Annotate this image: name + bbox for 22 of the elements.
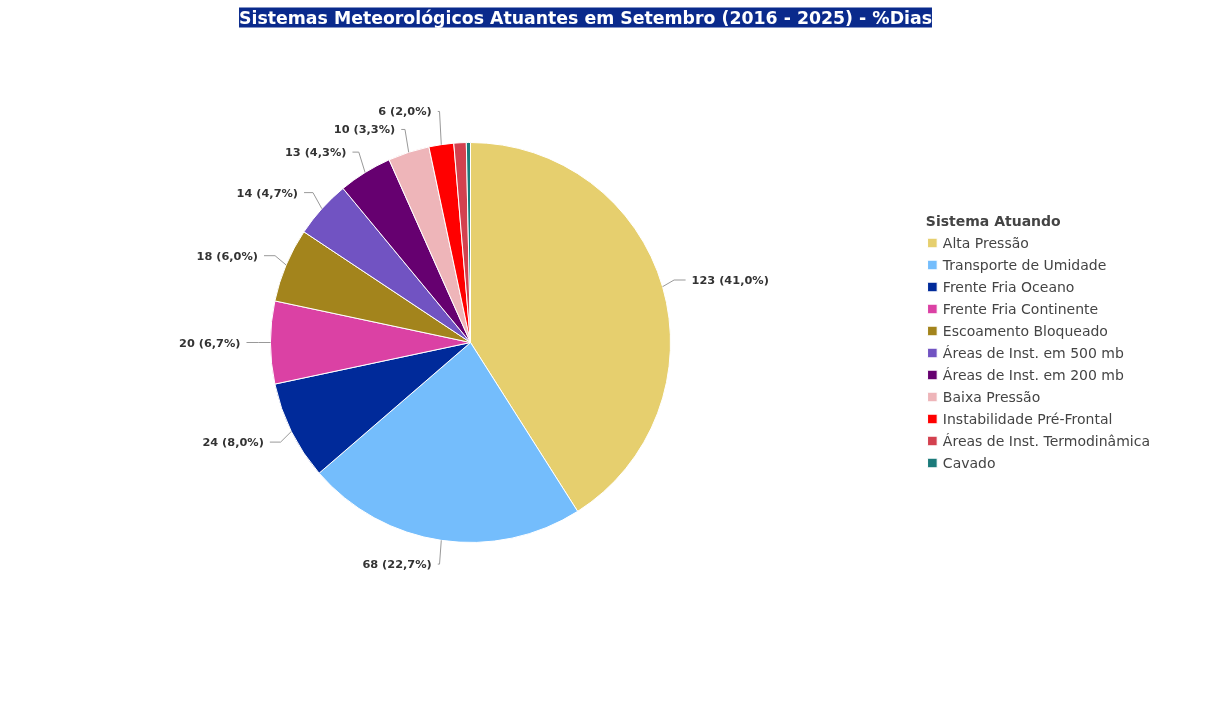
legend-label: Alta Pressão <box>942 233 1029 252</box>
data-label: 20 (6,7%) <box>179 335 241 350</box>
legend-label: Frente Fria Continente <box>942 299 1099 318</box>
legend-label: Áreas de Inst. em 200 mb <box>942 365 1124 384</box>
legend-title: Sistema Atuando <box>925 212 1062 229</box>
data-label: 68 (22,7%) <box>362 557 432 572</box>
data-label: 10 (3,3%) <box>333 122 396 137</box>
data-label: 18 (6,0%) <box>196 248 259 263</box>
legend-label: Áreas de Inst. em 500 mb <box>942 343 1124 362</box>
chart-title: Sistemas Meteorológicos Atuantes em Setembro (2016 - 2025) - %Dias <box>239 7 932 28</box>
legend-label: Áreas de Inst. Termodinâmica <box>942 431 1150 450</box>
legend-label: Cavado <box>942 453 996 472</box>
legend-label: Escoamento Bloqueado <box>942 321 1108 340</box>
legend-label: Baixa Pressão <box>942 387 1041 406</box>
data-label: 13 (4,3%) <box>284 145 347 160</box>
data-label: 14 (4,7%) <box>236 185 299 200</box>
data-label: 6 (2,0%) <box>378 104 432 119</box>
legend-label: Transporte de Umidade <box>942 255 1107 274</box>
legend-label: Instabilidade Pré-Frontal <box>942 409 1113 428</box>
data-label: 123 (41,0%) <box>691 273 769 288</box>
legend-label: Frente Fria Oceano <box>942 277 1075 296</box>
data-label: 24 (8,0%) <box>202 435 264 450</box>
